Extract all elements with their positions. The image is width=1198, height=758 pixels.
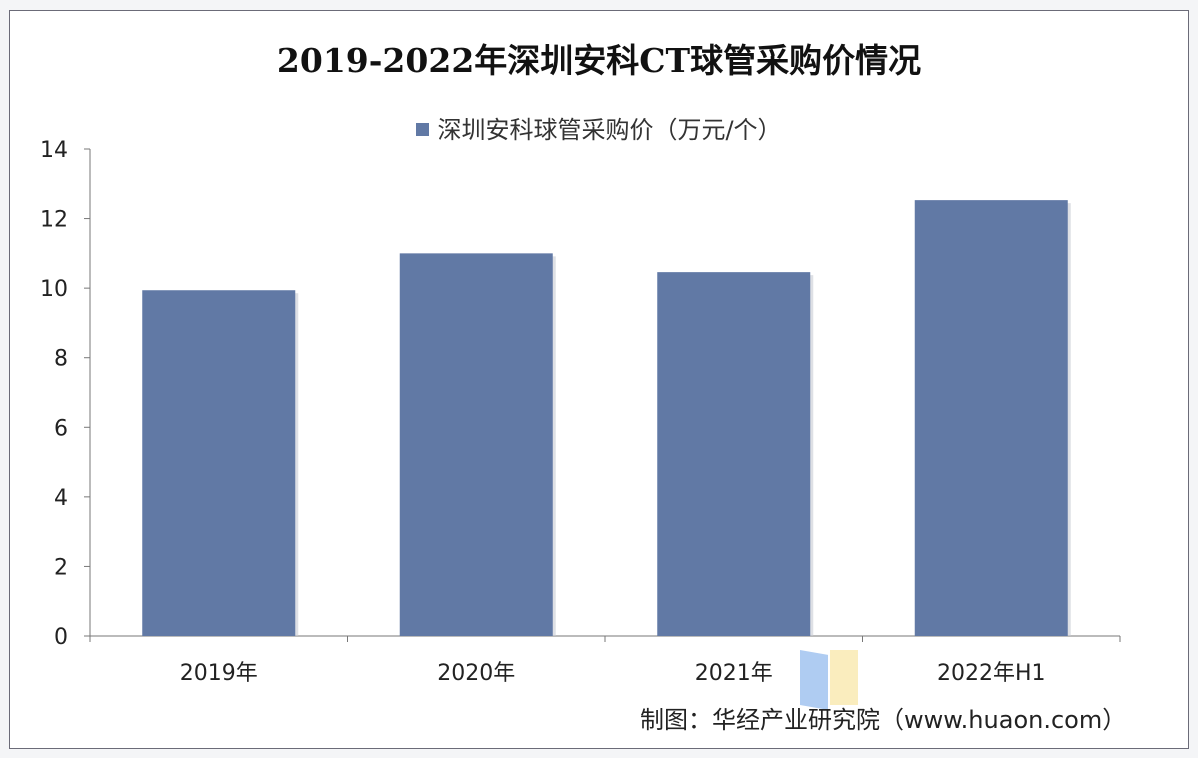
bar [657, 272, 811, 636]
legend-swatch [416, 123, 430, 136]
legend: 深圳安科球管采购价（万元/个） [0, 110, 1198, 145]
x-tick-label: 2019年 [180, 661, 258, 686]
y-tick-label: 12 [40, 208, 68, 233]
bar [142, 290, 296, 636]
y-tick-label: 0 [54, 625, 68, 650]
legend-label: 深圳安科球管采购价（万元/个） [437, 116, 782, 144]
x-tick-label: 2020年 [437, 661, 515, 686]
y-tick-label: 8 [54, 347, 68, 372]
y-tick-label: 2 [54, 555, 68, 580]
y-tick-label: 14 [40, 138, 68, 163]
x-tick-label: 2021年 [695, 661, 773, 686]
bar [399, 253, 553, 636]
source-note: 制图：华经产业研究院（www.huaon.com） [640, 706, 1127, 734]
y-tick-label: 6 [54, 416, 68, 441]
watermark-logo [800, 645, 870, 719]
y-tick-label: 10 [40, 277, 68, 302]
chart-title: 2019-2022年深圳安科CT球管采购价情况 [276, 41, 922, 80]
y-tick-label: 4 [54, 486, 68, 511]
bar [914, 200, 1068, 636]
x-tick-label: 2022年H1 [937, 661, 1046, 686]
